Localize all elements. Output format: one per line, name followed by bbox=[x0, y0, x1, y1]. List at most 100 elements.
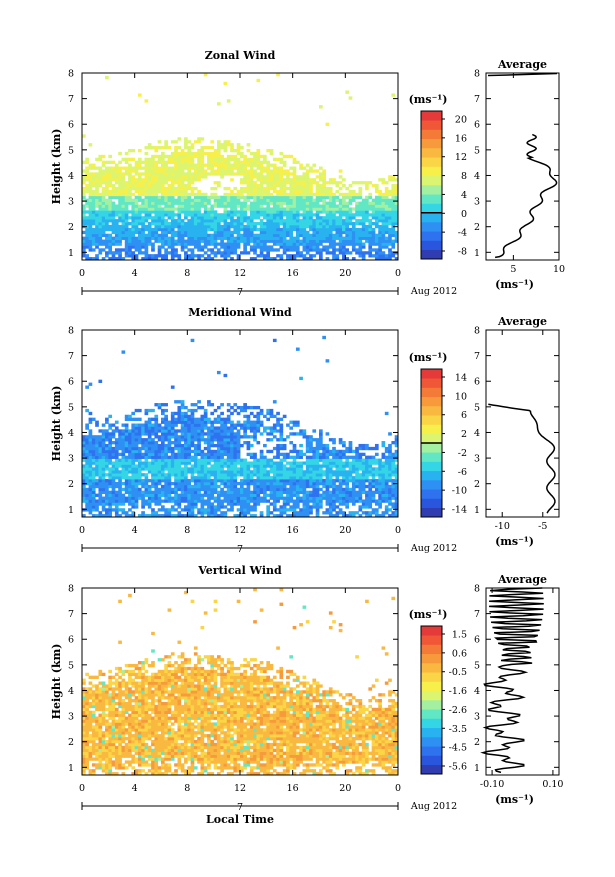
heatmap-cell bbox=[125, 169, 129, 172]
heatmap-cell bbox=[312, 193, 316, 196]
heatmap-cell bbox=[280, 473, 284, 476]
heatmap-cell bbox=[352, 213, 356, 216]
heatmap-cell bbox=[168, 488, 172, 491]
heatmap-cell bbox=[138, 251, 142, 254]
heatmap-cell bbox=[174, 421, 178, 424]
heatmap-cell bbox=[385, 231, 389, 234]
heatmap-cell bbox=[303, 193, 307, 196]
heatmap-cell bbox=[247, 204, 251, 207]
heatmap-cell bbox=[191, 237, 195, 240]
heatmap-cell bbox=[102, 225, 106, 228]
heatmap-cell bbox=[92, 231, 96, 234]
heatmap-cell bbox=[102, 155, 106, 158]
heatmap-cell bbox=[359, 202, 363, 205]
heatmap-cell bbox=[230, 149, 234, 152]
heatmap-cell bbox=[260, 225, 264, 228]
heatmap-cell bbox=[210, 161, 214, 164]
heatmap-cell bbox=[184, 137, 188, 140]
heatmap-cell bbox=[158, 167, 162, 170]
heatmap-cell bbox=[359, 187, 363, 190]
heatmap-cell bbox=[250, 479, 254, 482]
heatmap-cell bbox=[339, 207, 343, 210]
heatmap-cell bbox=[362, 237, 366, 240]
heatmap-cell bbox=[293, 216, 297, 219]
heatmap-cell bbox=[270, 467, 274, 470]
heatmap-cell bbox=[359, 242, 363, 245]
heatmap-cell bbox=[181, 467, 185, 470]
heatmap-cell bbox=[240, 488, 244, 491]
heatmap-cell bbox=[326, 447, 330, 450]
heatmap-cell bbox=[161, 178, 165, 181]
heatmap-cell bbox=[378, 196, 382, 199]
heatmap-cell bbox=[141, 456, 145, 459]
heatmap-cell bbox=[391, 207, 395, 210]
heatmap-cell bbox=[345, 196, 349, 199]
heatmap-cell bbox=[151, 426, 155, 429]
heatmap-cell bbox=[256, 234, 260, 237]
heatmap-cell bbox=[247, 467, 251, 470]
heatmap-cell bbox=[210, 234, 214, 237]
heatmap-cell bbox=[194, 432, 198, 435]
heatmap-cell bbox=[224, 491, 228, 494]
heatmap-cell bbox=[184, 216, 188, 219]
heatmap-cell bbox=[263, 231, 267, 234]
heatmap-cell bbox=[224, 485, 228, 488]
heatmap-cell bbox=[108, 456, 112, 459]
heatmap-cell bbox=[151, 161, 155, 164]
heatmap-cell bbox=[237, 216, 241, 219]
heatmap-cell bbox=[230, 464, 234, 467]
heatmap-cell bbox=[326, 251, 330, 254]
heatmap-cell bbox=[217, 421, 221, 424]
heatmap-cell bbox=[128, 494, 132, 497]
heatmap-cell bbox=[237, 438, 241, 441]
heatmap-cell bbox=[201, 213, 205, 216]
heatmap-cell bbox=[270, 482, 274, 485]
heatmap-cell bbox=[118, 479, 122, 482]
heatmap-cell bbox=[220, 426, 224, 429]
heatmap-cell bbox=[131, 202, 135, 205]
heatmap-cell bbox=[135, 491, 139, 494]
heatmap-cell bbox=[108, 459, 112, 462]
heatmap-cell bbox=[253, 505, 257, 508]
heatmap-cell bbox=[296, 190, 300, 193]
heatmap-cell bbox=[145, 438, 149, 441]
heatmap-cell bbox=[115, 228, 119, 231]
heatmap-cell bbox=[224, 187, 228, 190]
heatmap-cell bbox=[253, 240, 257, 243]
heatmap-cell bbox=[260, 248, 264, 251]
heatmap-cell bbox=[309, 187, 313, 190]
heatmap-cell bbox=[207, 213, 211, 216]
heatmap-cell bbox=[191, 210, 195, 213]
heatmap-cell bbox=[89, 464, 93, 467]
heatmap-cell bbox=[365, 199, 369, 202]
heatmap-cell bbox=[309, 196, 313, 199]
heatmap-cell bbox=[161, 488, 165, 491]
heatmap-cell bbox=[332, 488, 336, 491]
heatmap-cell bbox=[273, 482, 277, 485]
heatmap-cell bbox=[276, 485, 280, 488]
heatmap-cell bbox=[240, 146, 244, 149]
heatmap-cell bbox=[151, 210, 155, 213]
heatmap-cell bbox=[276, 418, 280, 421]
heatmap-cell bbox=[141, 187, 145, 190]
heatmap-cell bbox=[322, 494, 326, 497]
heatmap-cell bbox=[312, 464, 316, 467]
heatmap-cell bbox=[224, 464, 228, 467]
heatmap-cell bbox=[289, 482, 293, 485]
heatmap-cell bbox=[263, 499, 267, 502]
heatmap-cell bbox=[372, 199, 376, 202]
heatmap-cell bbox=[256, 473, 260, 476]
heatmap-cell bbox=[187, 485, 191, 488]
heatmap-cell bbox=[197, 245, 201, 248]
heatmap-cell bbox=[108, 169, 112, 172]
heatmap-cell bbox=[352, 207, 356, 210]
heatmap-cell bbox=[322, 245, 326, 248]
heatmap-cell bbox=[194, 479, 198, 482]
heatmap-cell bbox=[89, 143, 93, 146]
heatmap-cell bbox=[164, 193, 168, 196]
heatmap-cell bbox=[240, 494, 244, 497]
heatmap-cell bbox=[118, 251, 122, 254]
heatmap-cell bbox=[184, 412, 188, 415]
heatmap-cell bbox=[322, 228, 326, 231]
heatmap-cell bbox=[128, 149, 132, 152]
